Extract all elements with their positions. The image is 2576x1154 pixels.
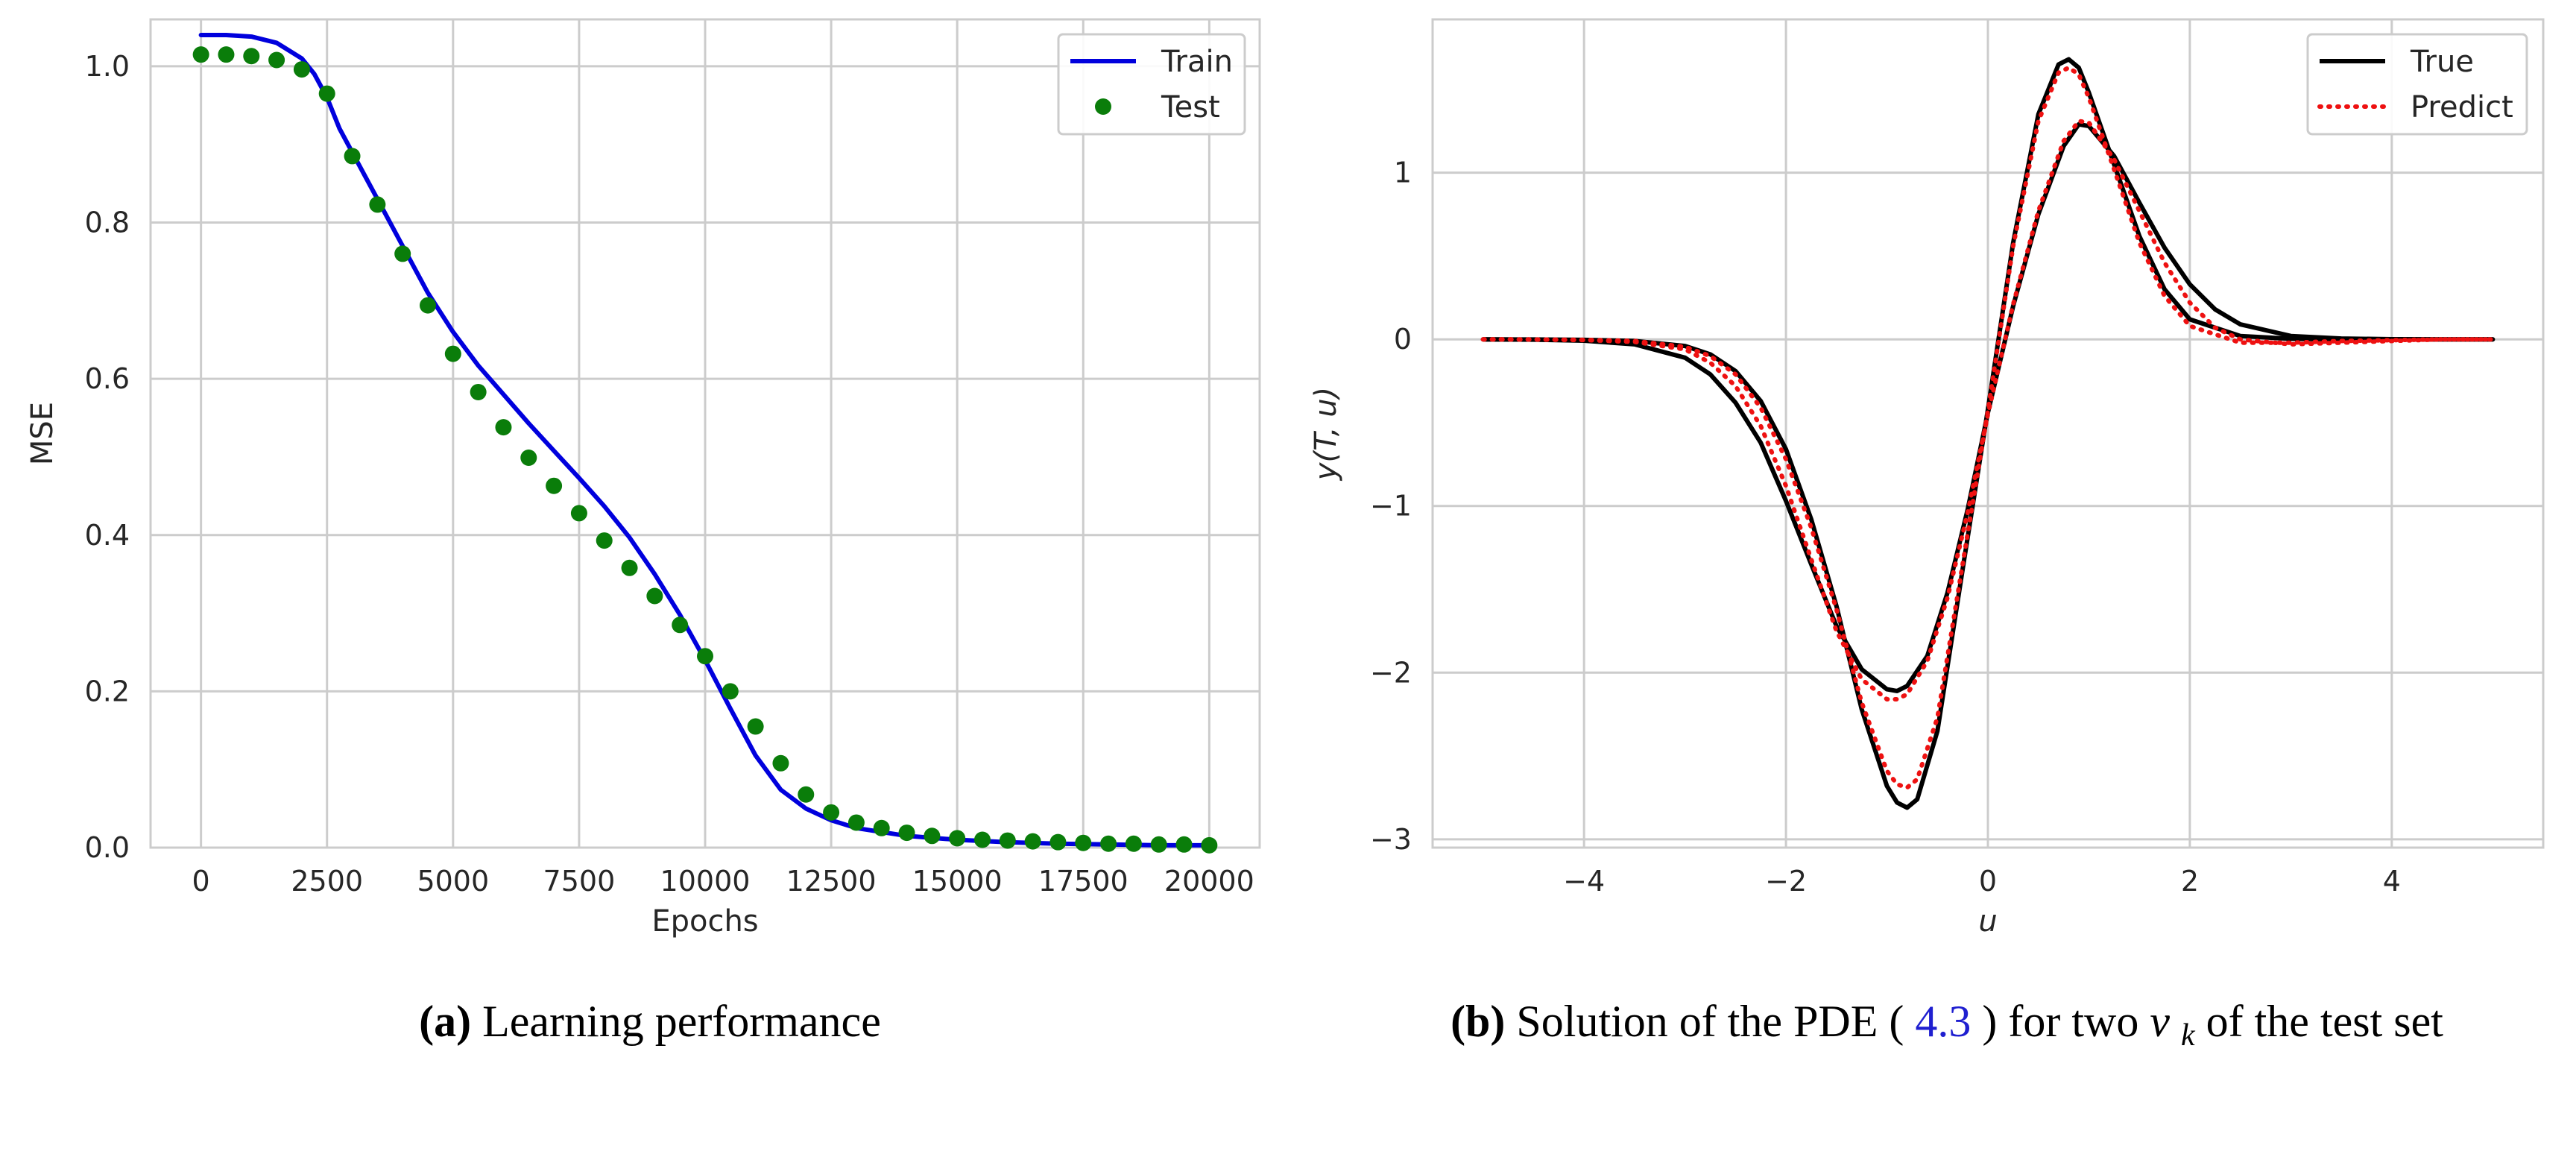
caption-a-text: Learning performance: [482, 997, 881, 1046]
caption-b: (b) Solution of the PDE ( 4.3 ) for two …: [1450, 997, 2443, 1055]
chart1-point: [798, 786, 815, 803]
chart1-point: [772, 754, 789, 772]
chart1-xtick-label: 17500: [1038, 865, 1128, 898]
chart2-xtick-label: 2: [2181, 865, 2199, 898]
chart2-xtick-label: −4: [1563, 865, 1605, 898]
chart2-ylabel: y(T, u): [1309, 387, 1343, 481]
chart1-ylabel: MSE: [25, 402, 60, 465]
chart1-point: [546, 477, 563, 494]
chart1-point: [420, 297, 436, 314]
equation-ref-link[interactable]: 4.3: [1915, 997, 1971, 1046]
chart1-point: [192, 46, 209, 63]
chart1-xtick-label: 20000: [1164, 865, 1254, 898]
chart1-point: [243, 48, 260, 65]
chart1-point: [924, 827, 941, 845]
chart2-frame: [1431, 18, 2545, 849]
chart2-ytick-label: 1: [1394, 157, 1412, 189]
chart1-legend: Train Test: [1057, 33, 1246, 136]
panel-a-learning-performance: 0 2500 5000 7500 10000 12500 15000 17500 20000 0.…: [25, 18, 1261, 939]
chart1-legend-marker: [1095, 98, 1111, 115]
chart2-legend-label: True: [2410, 45, 2474, 79]
chart1-point: [470, 383, 487, 400]
chart1-point: [1049, 833, 1067, 851]
chart1-point: [722, 683, 739, 700]
chart1-point: [1201, 836, 1218, 854]
chart1-ytick-label: 0.8: [85, 206, 130, 239]
chart1-point: [949, 830, 966, 847]
chart2-ytick-label: 0: [1394, 323, 1412, 356]
chart1-point: [369, 196, 386, 213]
chart1-point: [974, 831, 991, 848]
chart1-xtick-label: 0: [192, 865, 210, 898]
chart1-point: [999, 832, 1016, 849]
chart2-ytick-label: −2: [1370, 656, 1412, 689]
chart2-xtick-label: 4: [2383, 865, 2401, 898]
chart1-point: [873, 819, 890, 836]
chart1-point: [344, 148, 361, 165]
caption-b-nu-sub: k: [2181, 1018, 2196, 1053]
chart1-legend-label: Train: [1161, 45, 1233, 79]
chart2-series-predict-2: [1480, 65, 2496, 790]
chart1-point: [318, 85, 335, 102]
chart2-xtick-label: −2: [1765, 865, 1807, 898]
chart1-point: [898, 824, 915, 842]
chart2-legend-label: Predict: [2411, 90, 2513, 124]
caption-a: (a) Learning performance: [419, 997, 881, 1046]
chart1-point: [1100, 835, 1117, 852]
chart1-xlabel: Epochs: [651, 904, 758, 939]
chart1-ytick-label: 0.4: [85, 519, 130, 552]
chart1-point: [1024, 833, 1041, 850]
chart2-legend: True Predict: [2306, 33, 2528, 136]
chart1-ytick-label: 0.0: [85, 831, 130, 864]
chart1-point: [1175, 836, 1193, 853]
chart1-point: [672, 617, 689, 634]
chart2-xlabel: u: [1978, 904, 1997, 939]
chart1-ytick-label: 1.0: [85, 50, 130, 83]
chart1-point: [621, 559, 638, 576]
chart1-point: [268, 51, 285, 69]
chart1-xtick-label: 2500: [291, 865, 363, 898]
chart1-point: [218, 46, 235, 63]
chart1-legend-label: Test: [1161, 90, 1220, 124]
chart2-ytick-label: −3: [1370, 823, 1412, 856]
chart2-xtick-label: 0: [1979, 865, 1997, 898]
chart1-xtick-label: 7500: [543, 865, 616, 898]
caption-b-nu: ν: [2150, 997, 2170, 1046]
chart1-xtick-label: 15000: [912, 865, 1003, 898]
chart1-point: [697, 648, 713, 665]
caption-a-label: (a): [419, 997, 471, 1046]
chart1-xtick-label: 12500: [786, 865, 877, 898]
chart1-xtick-label: 10000: [660, 865, 751, 898]
chart1-point: [1075, 834, 1092, 851]
chart1-xtick-label: 5000: [417, 865, 489, 898]
svg-text:(b) Solution of: (b) Solution of the PDE ( 4.3 ) for two …: [1450, 997, 2443, 1055]
chart1-series-test-1: [192, 46, 1218, 854]
chart1-point: [847, 814, 865, 831]
svg-text:(a) Learning per: (a) Learning performance: [419, 997, 881, 1046]
chart1-point: [495, 419, 512, 436]
panel-b-pde-solution: −4 −2 0 2 4 −3 −2 −1 0 1 u y(T, u) True Predict: [1309, 18, 2545, 939]
chart1-point: [646, 587, 663, 605]
chart1-point: [823, 804, 840, 821]
chart1-ytick-label: 0.6: [85, 362, 130, 395]
chart1-point: [394, 245, 411, 262]
chart1-point: [444, 345, 461, 362]
chart1-point: [570, 505, 587, 522]
chart2-series-true-0: [1480, 57, 2496, 810]
caption-b-tail: of the test set: [2206, 997, 2444, 1046]
chart1-point: [1125, 835, 1142, 852]
chart1-point: [1150, 836, 1167, 853]
chart1-point: [747, 718, 764, 735]
chart1-point: [596, 532, 613, 549]
chart2-series-unnamed-3: [1480, 119, 2496, 701]
chart1-point: [520, 449, 537, 466]
chart1-ytick-label: 0.2: [85, 675, 130, 707]
chart1-point: [293, 61, 310, 78]
chart2-ytick-label: −1: [1370, 490, 1412, 523]
caption-b-label: (b): [1450, 997, 1505, 1046]
caption-b-pre: Solution of the PDE (: [1516, 997, 1904, 1046]
caption-b-post: ) for two: [1982, 997, 2150, 1046]
chart1-frame: [149, 18, 1261, 849]
